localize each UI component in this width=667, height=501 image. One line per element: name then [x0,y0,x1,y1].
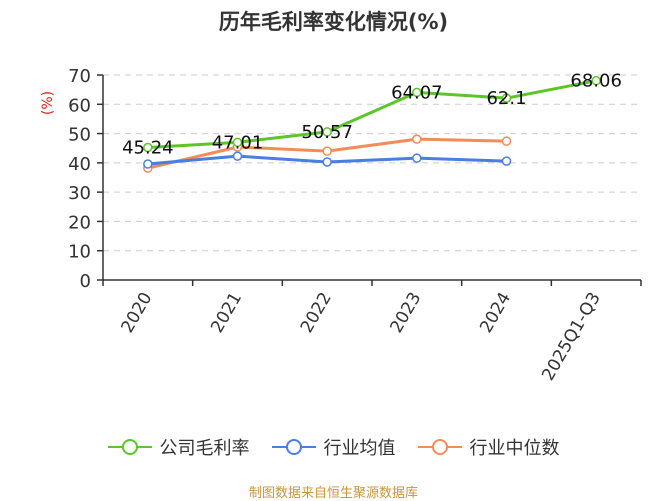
legend-item-industry-median[interactable]: 行业中位数 [417,434,560,460]
y-tick-label: 0 [80,271,91,292]
legend-label: 行业均值 [323,438,396,459]
legend-item-company[interactable]: 公司毛利率 [107,434,250,460]
data-point[interactable] [412,134,422,144]
y-tick-label: 40 [68,154,91,175]
legend-line-marker-icon [271,439,316,455]
data-point[interactable] [143,159,153,169]
data-point[interactable] [322,157,332,167]
data-point[interactable] [501,156,512,166]
legend-line-marker-icon [417,439,462,455]
data-point[interactable] [412,153,422,163]
data-point[interactable] [501,136,512,146]
data-point[interactable] [232,151,243,161]
x-tick-label: 2022 [297,289,336,336]
line-chart: 0 10 20 30 40 50 60 70 (%) 2020 2021 2022 2023 2024 20… [40,66,642,384]
data-label: 47.01 [212,132,264,153]
data-label: 62.1 [486,88,526,109]
y-axis-label: (%) [40,91,56,115]
data-point[interactable] [322,127,332,137]
legend-label: 公司毛利率 [159,438,250,459]
data-point[interactable] [232,137,243,148]
data-label: 64.07 [391,82,443,103]
legend-item-industry-avg[interactable]: 行业均值 [271,434,396,460]
data-point[interactable] [591,75,601,86]
x-tick-label: 2025Q1-Q3 [538,289,605,384]
legend: 公司毛利率 行业均值 行业中位数 [0,434,667,460]
chart-title: 历年毛利率变化情况(%) [218,10,449,34]
y-tick-label: 20 [68,212,91,233]
data-point[interactable] [501,93,512,103]
data-point[interactable] [412,87,422,98]
data-label: 45.24 [122,138,174,159]
data-point[interactable] [143,142,153,153]
y-tick-label: 50 [68,125,91,146]
x-tick-label: 2023 [387,289,426,336]
y-tick-label: 60 [68,95,91,116]
legend-label: 行业中位数 [469,438,560,459]
y-tick-label: 10 [68,242,91,263]
x-tick-label: 2021 [207,289,246,336]
y-tick-label: 30 [68,183,91,204]
source-footer: 制图数据来自恒生聚源数据库 [248,486,418,501]
data-point[interactable] [322,146,332,156]
legend-line-marker-icon [107,439,152,455]
data-label: 68.06 [570,71,622,92]
y-tick-label: 70 [68,66,91,87]
x-tick-label: 2024 [476,289,515,336]
data-label: 50.57 [301,122,353,143]
series-line [147,79,597,150]
x-tick-label: 2020 [118,289,157,336]
